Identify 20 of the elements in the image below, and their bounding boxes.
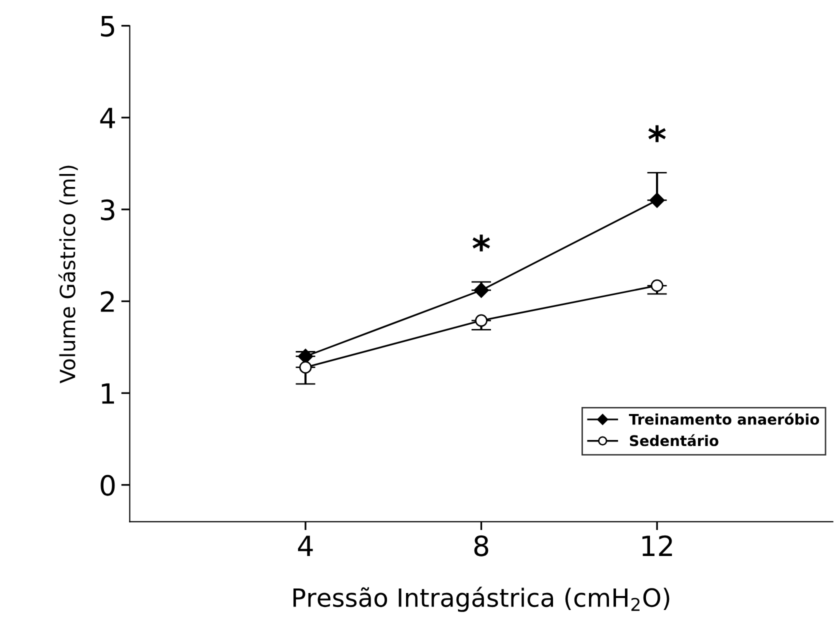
- point: [299, 361, 312, 374]
- annotation: *: [472, 234, 490, 252]
- x-axis-title: Pressão Intragástrica (cmH$_{2}$O): [293, 586, 670, 612]
- x-tick-label: 12: [642, 535, 672, 556]
- y-tick-label: 2: [100, 291, 114, 312]
- x-tick-label: 8: [474, 535, 488, 556]
- legend-label: Sedentário: [630, 434, 718, 446]
- y-tick-label: 5: [101, 16, 114, 37]
- y-axis-title: Volume Gástrico (ml): [58, 166, 78, 384]
- y-tick-label: 3: [100, 199, 114, 220]
- y-tick-label: 4: [100, 108, 115, 128]
- point: [649, 192, 665, 208]
- point: [475, 314, 488, 327]
- y-tick-label: 0: [100, 474, 115, 496]
- y-tick-label: 1: [102, 383, 114, 404]
- point: [298, 348, 314, 364]
- x-tick-label: 4: [298, 536, 313, 556]
- annotation: *: [648, 125, 666, 142]
- legend-label: Treinamento anaeróbio: [628, 412, 820, 425]
- point: [474, 282, 489, 298]
